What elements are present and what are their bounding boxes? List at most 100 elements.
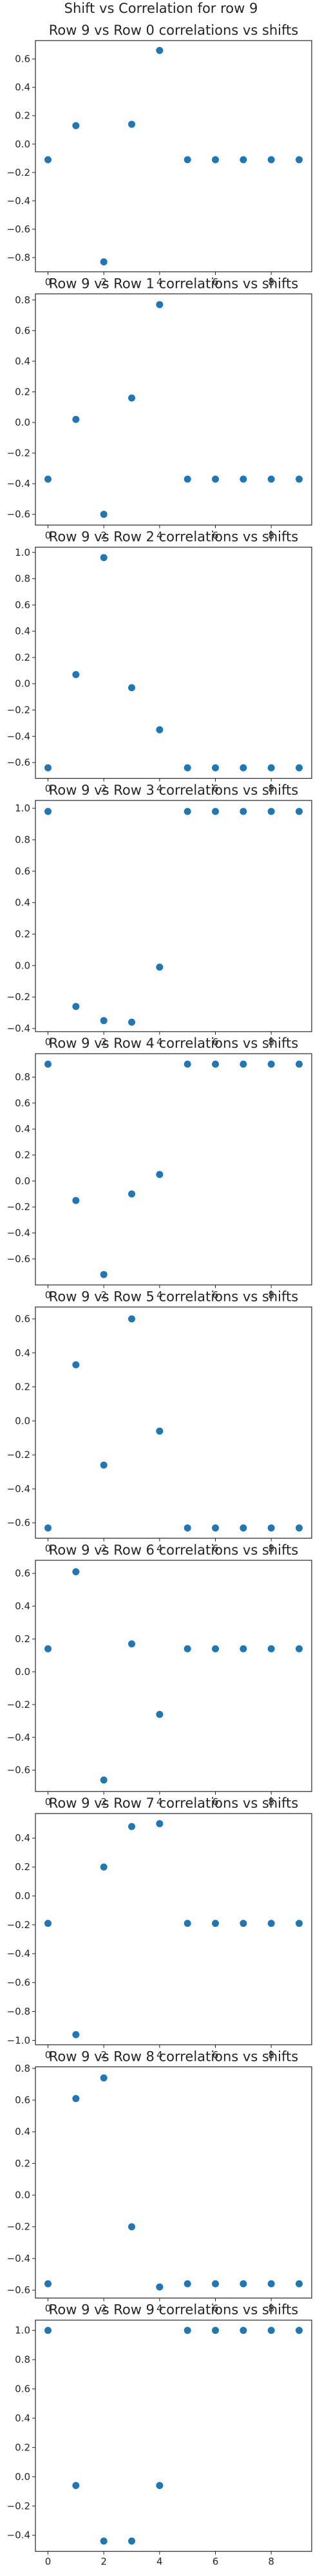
data-point [212, 764, 219, 772]
x-tick-label: 2 [100, 1289, 107, 1301]
y-tick-label: −0.6 [7, 509, 30, 520]
data-point [100, 1271, 108, 1278]
x-tick-label: 2 [100, 783, 107, 795]
y-tick-label: 0.2 [15, 928, 30, 940]
data-point [72, 1197, 80, 1204]
data-point [240, 156, 247, 164]
x-tick-label: 2 [100, 1796, 107, 1808]
y-tick-label: 0.8 [15, 294, 30, 306]
panel-0: Row 9 vs Row 0 correlations vs shifts 0 2 4… [7, 23, 312, 288]
data-point [240, 2327, 247, 2334]
data-point [267, 808, 275, 815]
y-tick-label: −0.4 [7, 1227, 30, 1239]
data-point [184, 764, 191, 772]
data-point [184, 1524, 191, 1532]
y-tick-label: −0.4 [7, 1023, 30, 1034]
data-point [184, 1645, 191, 1653]
x-tick-label: 6 [213, 1543, 219, 1555]
axes-frame [35, 293, 312, 526]
data-point [212, 1920, 219, 1927]
data-point [240, 1920, 247, 1927]
y-tick-label: −0.2 [7, 1919, 30, 1931]
data-point [296, 1920, 303, 1927]
data-point [296, 2327, 303, 2334]
x-tick-label: 0 [45, 783, 52, 795]
data-point [296, 475, 303, 483]
x-tick-label: 4 [156, 2302, 163, 2314]
data-point [184, 808, 191, 815]
data-point [72, 670, 80, 678]
data-point [296, 1524, 303, 1532]
data-point [240, 764, 247, 772]
y-tick-label: 0.0 [15, 1415, 30, 1426]
data-point [44, 475, 52, 483]
data-point [128, 2223, 135, 2231]
axes-frame [35, 1813, 312, 2045]
data-point [240, 1524, 247, 1532]
data-point [156, 1710, 164, 1718]
y-tick-label: 0.4 [15, 2412, 30, 2424]
y-tick-label: −0.6 [7, 1977, 30, 1989]
y-tick-label: −0.2 [7, 1201, 30, 1213]
panel-title: Row 9 vs Row 6 correlations vs shifts [49, 1542, 298, 1558]
x-tick-label: 6 [213, 1036, 219, 1048]
x-tick-label: 0 [45, 1036, 52, 1048]
y-tick-label: −0.6 [7, 1765, 30, 1776]
y-tick-label: −0.8 [7, 252, 30, 263]
data-point [212, 2280, 219, 2287]
axes-frame [35, 546, 312, 779]
y-tick-label: −0.2 [7, 167, 30, 178]
panel-title: Row 9 vs Row 8 correlations vs shifts [49, 2049, 298, 2064]
data-point [267, 1920, 275, 1927]
y-tick-label: 1.0 [15, 802, 30, 814]
y-tick-label: 0.4 [15, 82, 30, 93]
data-point [296, 156, 303, 164]
data-point [267, 2280, 275, 2287]
x-tick-label: 2 [100, 276, 107, 288]
data-point [72, 1568, 80, 1576]
data-point [156, 726, 164, 734]
y-tick-label: −0.4 [7, 730, 30, 742]
y-tick-label: −0.6 [7, 223, 30, 235]
data-point [240, 1645, 247, 1653]
axes-frame [35, 1306, 312, 1539]
y-tick-label: −0.4 [7, 478, 30, 489]
y-tick-label: 1.0 [15, 2325, 30, 2336]
data-point [44, 764, 52, 772]
data-point [128, 1190, 135, 1198]
y-tick-label: 0.4 [15, 625, 30, 637]
y-tick-label: 0.8 [15, 1072, 30, 1083]
x-tick-label: 2 [100, 2556, 107, 2568]
y-tick-label: −0.4 [7, 195, 30, 207]
data-point [212, 808, 219, 815]
x-tick-label: 0 [45, 2049, 52, 2061]
data-point [44, 2327, 52, 2334]
data-point [128, 1823, 135, 1830]
x-tick-label: 8 [268, 1543, 274, 1555]
data-point [212, 475, 219, 483]
panel-title: Row 9 vs Row 0 correlations vs shifts [49, 23, 298, 38]
data-point [100, 1863, 108, 1871]
y-tick-label: 0.2 [15, 1150, 30, 1161]
data-point [296, 1645, 303, 1653]
axes-frame [35, 800, 312, 1032]
x-tick-label: 4 [156, 1543, 163, 1555]
data-point [100, 1461, 108, 1469]
panel-title: Row 9 vs Row 9 correlations vs shifts [49, 2302, 298, 2318]
y-tick-label: −0.4 [7, 2530, 30, 2541]
y-tick-label: 0.4 [15, 355, 30, 367]
y-tick-label: 0.6 [15, 1097, 30, 1109]
x-tick-label: 2 [100, 1543, 107, 1555]
y-tick-label: −1.0 [7, 2034, 30, 2046]
panels: Row 9 vs Row 0 correlations vs shifts 0 2 4… [7, 23, 312, 2568]
y-tick-label: 0.8 [15, 834, 30, 846]
x-tick-label: 4 [156, 2049, 163, 2061]
x-tick-label: 0 [45, 276, 52, 288]
data-point [267, 1645, 275, 1653]
y-tick-label: 0.2 [15, 1633, 30, 1645]
y-tick-label: 1.0 [15, 547, 30, 558]
y-tick-label: 0.6 [15, 325, 30, 336]
